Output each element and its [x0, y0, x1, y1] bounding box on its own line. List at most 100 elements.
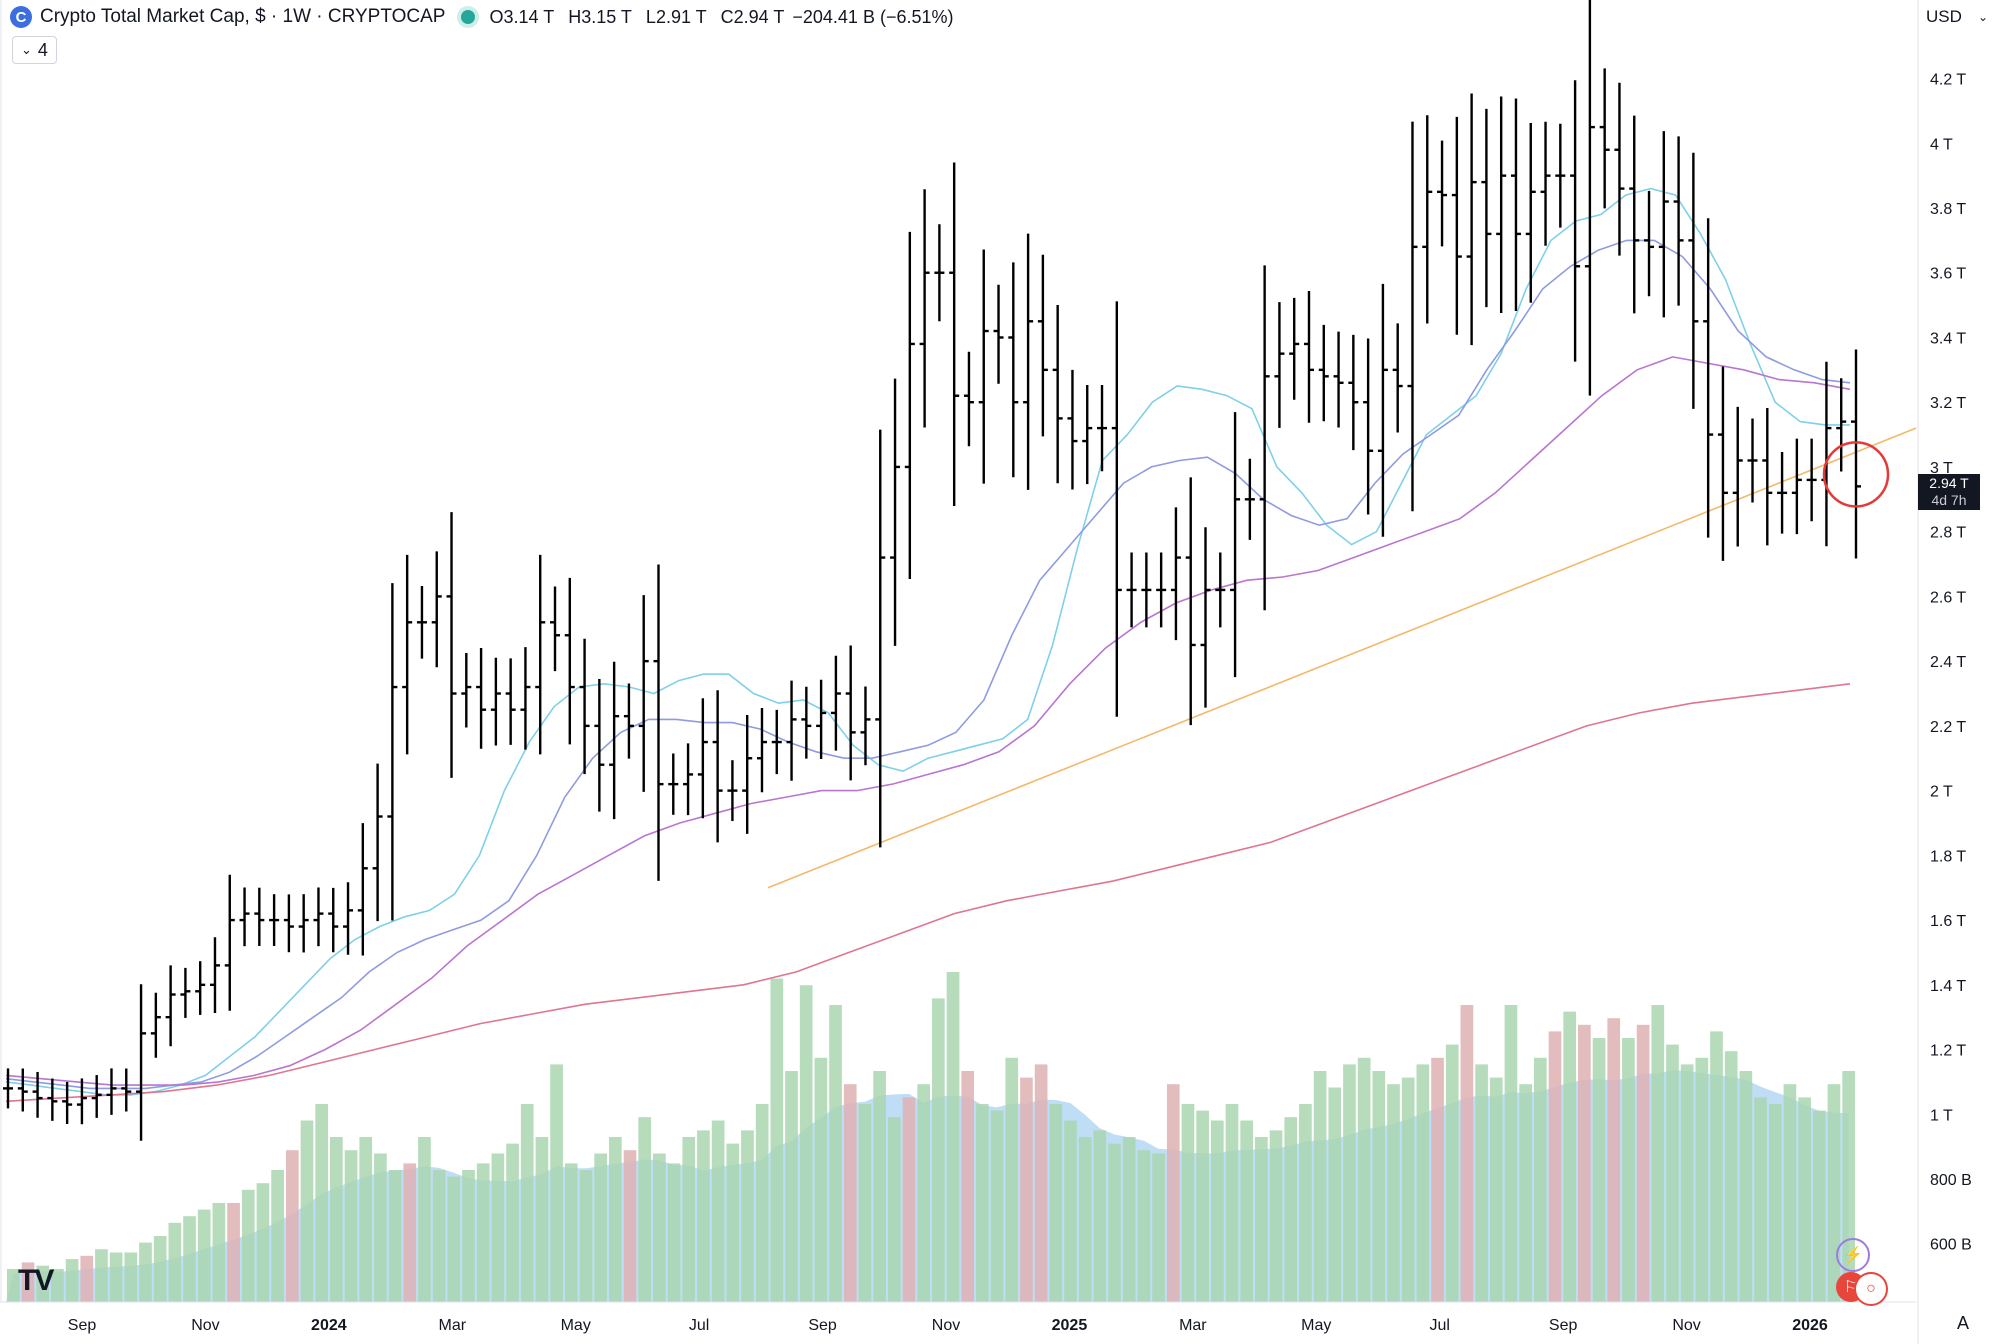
volume-bar — [241, 1189, 255, 1302]
tradingview-logo-icon[interactable]: TV — [18, 1264, 54, 1297]
indicators-toggle[interactable]: ⌄ 4 — [12, 36, 57, 64]
volume-bar — [1636, 1024, 1650, 1302]
ohlc-bar — [1481, 108, 1492, 308]
y-tick-label: 1 T — [1930, 1107, 1953, 1124]
ohlc-bar — [1777, 451, 1788, 534]
x-tick-label: Nov — [932, 1317, 960, 1334]
volume-bar — [843, 1084, 857, 1302]
ohlc-bar — [1303, 291, 1314, 423]
ohlc-bar — [32, 1071, 43, 1118]
x-tick-label: Sep — [1549, 1317, 1578, 1334]
volume-bar — [447, 1176, 461, 1302]
ohlc-bar — [1023, 233, 1034, 490]
ohlc-bar — [860, 686, 871, 766]
volume-bar — [139, 1242, 152, 1302]
indicator-line — [5, 356, 1851, 1086]
ohlc-bar — [1097, 384, 1108, 472]
volume-bar — [1622, 1038, 1635, 1302]
symbol-icon[interactable]: C — [10, 6, 32, 28]
ohlc-bar — [1747, 418, 1758, 503]
volume-bar — [902, 1097, 916, 1302]
ohlc-bar — [224, 874, 235, 1011]
volume-bar — [1078, 1137, 1092, 1302]
ohlc-bar — [890, 378, 901, 646]
ohlc-bar — [919, 189, 930, 428]
volume-bar — [271, 1170, 284, 1302]
volume-bar — [7, 1269, 20, 1302]
y-tick-label: 2 T — [1930, 784, 1953, 801]
x-tick-label: Jul — [1429, 1317, 1449, 1334]
ohlc-bar — [254, 887, 265, 946]
indicator-line — [5, 239, 1851, 1090]
ohlc-bar — [136, 984, 147, 1141]
volume-bar — [682, 1137, 696, 1302]
ohlc-bar — [1451, 116, 1462, 335]
volume-bar — [330, 1137, 343, 1302]
ohlc-bar — [180, 967, 191, 1018]
ohlc-bar — [17, 1068, 28, 1112]
x-tick-label: Sep — [808, 1317, 837, 1334]
ohlc-bar — [904, 231, 915, 580]
low-value: 2.91 T — [655, 6, 707, 27]
volume-bar — [1152, 1153, 1165, 1302]
ohlc-bar — [845, 645, 856, 781]
volume-bar — [1445, 1044, 1459, 1302]
volume-bar — [1166, 1084, 1180, 1302]
ohlc-bar — [461, 652, 472, 728]
ohlc-bar — [1274, 302, 1285, 428]
market-status-icon[interactable] — [461, 10, 476, 24]
volume-bar — [1093, 1130, 1107, 1302]
ohlc-bar — [387, 583, 398, 921]
x-tick-label: May — [561, 1317, 591, 1334]
y-tick-label: 3.4 T — [1930, 330, 1966, 347]
x-tick-label: Nov — [1672, 1317, 1700, 1334]
ohlc-bar — [1008, 262, 1019, 478]
volume-bar — [785, 1071, 798, 1302]
ohlc-bar — [62, 1081, 73, 1125]
x-tick-label: Mar — [439, 1317, 467, 1334]
ohlc-bar — [683, 743, 694, 816]
ohlc-bar — [505, 658, 516, 745]
ohlc-values: O3.14 T H3.15 T L2.91 T C2.94 T — [489, 7, 784, 28]
volume-bar — [1372, 1071, 1386, 1302]
ohlc-bar — [3, 1068, 13, 1109]
ohlc-bar — [727, 760, 738, 822]
low-key: L — [645, 6, 656, 27]
ohlc-bar — [949, 162, 960, 507]
volume-bar — [1578, 1024, 1591, 1302]
open-key: O — [489, 6, 504, 27]
ohlc-bar — [165, 965, 176, 1047]
currency-select[interactable]: USD ⌄ — [1918, 4, 1996, 30]
ohlc-bar — [1067, 369, 1078, 490]
ohlc-bar — [1673, 136, 1684, 306]
volume-bar — [1680, 1064, 1694, 1302]
x-tick-label: Jul — [689, 1317, 709, 1334]
volume-bar — [1269, 1130, 1283, 1302]
ohlc-bar — [594, 679, 605, 812]
ohlc-bar — [579, 638, 590, 775]
volume-bar — [168, 1222, 182, 1302]
volume-layer — [6, 972, 1855, 1302]
volume-bar — [990, 1110, 1004, 1302]
ohlc-bar — [978, 249, 989, 484]
chart-title: Crypto Total Market Cap, $ · 1W · CRYPTO… — [40, 6, 446, 27]
ohlc-bar — [298, 894, 309, 953]
indicator-count: 4 — [37, 39, 48, 60]
auto-scale-button[interactable]: A — [1956, 1312, 1969, 1333]
volume-bar — [1607, 1018, 1621, 1302]
ohlc-bar — [697, 698, 708, 819]
volume-bar — [1548, 1031, 1562, 1302]
ohlc-bar — [343, 882, 354, 955]
ohlc-bar — [195, 961, 206, 1015]
ohlc-bar — [1555, 123, 1566, 228]
ohlc-bar — [1289, 297, 1300, 400]
volume-bar — [80, 1255, 94, 1302]
ohlc-bar — [550, 586, 561, 672]
economic-events-icon[interactable]: ○ — [1854, 1272, 1888, 1306]
volume-bar — [418, 1137, 431, 1302]
volume-bar — [183, 1216, 196, 1302]
ohlc-bar — [1215, 552, 1226, 628]
volume-bar — [653, 1153, 666, 1302]
lightning-icon[interactable]: ⚡ — [1836, 1238, 1870, 1272]
